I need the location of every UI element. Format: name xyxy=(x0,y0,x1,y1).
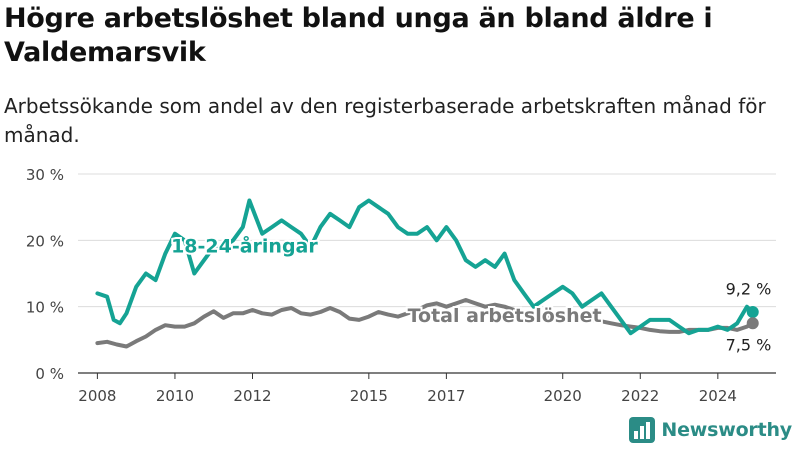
youth-series-line xyxy=(95,198,755,336)
youth-series-label: 18-24-åringar xyxy=(171,233,318,257)
x-tick-label: 2024 xyxy=(699,387,737,405)
newsworthy-logo: Newsworthy xyxy=(629,416,792,444)
x-tick-label: 2012 xyxy=(233,387,271,405)
total-series-line xyxy=(95,298,755,349)
y-tick-label: 0 % xyxy=(35,365,64,383)
x-tick-label: 2008 xyxy=(78,387,116,405)
y-tick-label: 30 % xyxy=(26,166,64,184)
bar-chart-icon xyxy=(629,417,656,443)
chart-subtitle: Arbetssökande som andel av den registerb… xyxy=(4,94,766,147)
y-tick-label: 20 % xyxy=(26,232,64,250)
youth-end-value-label: 9,2 % xyxy=(726,280,772,299)
youth-end-marker xyxy=(746,305,759,318)
total-end-marker xyxy=(746,317,759,330)
y-tick-label: 10 % xyxy=(26,299,64,317)
x-tick-label: 2017 xyxy=(427,387,465,405)
x-tick-label: 2010 xyxy=(156,387,194,405)
x-tick-label: 2020 xyxy=(544,387,582,405)
total-end-value-label: 7,5 % xyxy=(726,335,772,354)
brand-name: Newsworthy xyxy=(661,419,792,441)
chart-title: Högre arbetslöshet bland unga än bland ä… xyxy=(4,3,713,68)
x-tick-label: 2015 xyxy=(350,387,388,405)
total-series-label: Total arbetslöshet xyxy=(408,305,602,327)
x-tick-label: 2022 xyxy=(621,387,659,405)
